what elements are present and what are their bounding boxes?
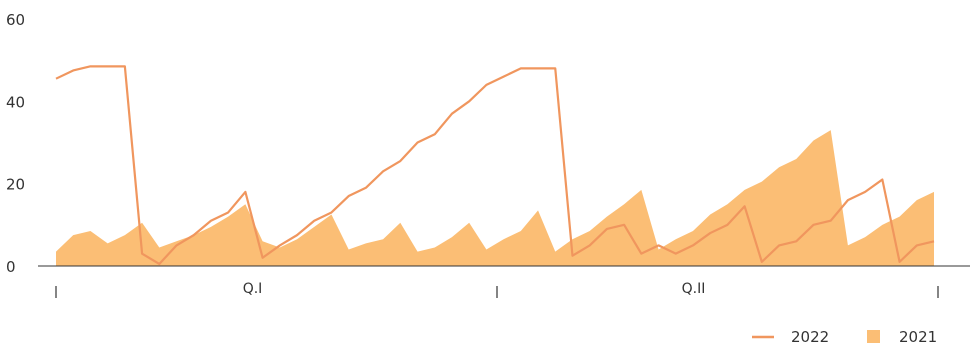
legend-label-2021: 2021 xyxy=(899,328,937,346)
axis-layer xyxy=(38,265,970,298)
x-section-label: Q.II xyxy=(682,281,706,297)
x-section-label: Q.I xyxy=(243,281,263,297)
y-tick-label: 20 xyxy=(6,176,25,194)
series-2021-area xyxy=(56,130,934,266)
legend-swatch-2021 xyxy=(867,330,880,343)
legend-label-2022: 2022 xyxy=(791,328,829,346)
x-section-labels: Q.I Q.II xyxy=(243,281,706,297)
y-tick-label: 0 xyxy=(6,258,16,276)
series-2022-line xyxy=(55,65,935,266)
area-layer xyxy=(56,130,934,266)
y-tick-label: 40 xyxy=(6,93,25,111)
y-tick-labels: 0 20 40 60 xyxy=(6,11,25,276)
line-layer xyxy=(55,65,935,266)
y-tick-label: 60 xyxy=(6,11,25,29)
legend: 2022 2021 xyxy=(752,328,937,346)
